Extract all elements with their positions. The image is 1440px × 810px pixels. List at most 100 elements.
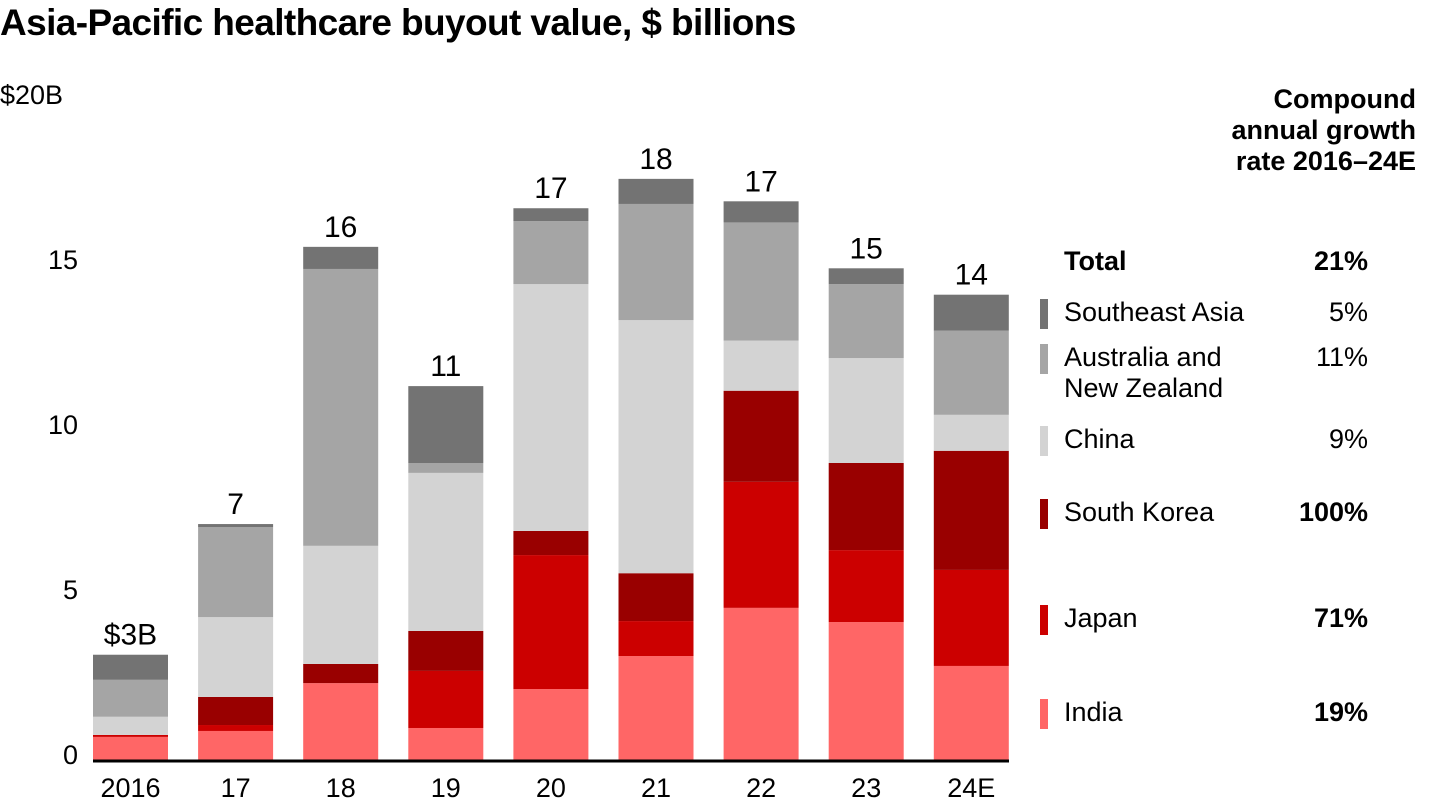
- bar-segment-china: [408, 472, 484, 631]
- bar-segment-india: [723, 607, 799, 760]
- bar-stack: [513, 208, 589, 760]
- bar-segment-japan: [933, 569, 1009, 666]
- bar-segment-southeast-asia: [723, 201, 799, 223]
- bar-segment-australia-and-new-zealand: [513, 221, 589, 285]
- bar-segment-south-korea: [618, 573, 694, 622]
- bar-segment-india: [303, 683, 379, 760]
- legend-swatch: [1040, 299, 1048, 329]
- bar-total-label: 17: [744, 165, 777, 198]
- legend-cagr-value: 71%: [1313, 603, 1368, 633]
- bar-total-label: 14: [955, 259, 988, 292]
- x-tick-label: 22: [746, 773, 776, 803]
- bar-total-label: 11: [430, 350, 461, 383]
- legend-cagr-value: 9%: [1328, 424, 1368, 454]
- y-axis: 0 5 10 15 $20B: [0, 80, 78, 770]
- bar-stack: [723, 201, 799, 760]
- bar-segment-japan: [198, 725, 274, 731]
- bar-segment-india: [93, 736, 168, 760]
- bar-segment-china: [93, 716, 168, 735]
- x-tick-label: 19: [431, 773, 461, 803]
- bar-segment-japan: [513, 555, 589, 690]
- x-tick-label: 2016: [100, 773, 160, 803]
- bar-stack: [933, 294, 1009, 760]
- legend-header: Compound annual growth rate 2016–24E: [1231, 84, 1417, 176]
- legend-swatch: [1040, 499, 1048, 529]
- bar-segment-china: [618, 320, 694, 574]
- bar-segment-south-korea: [723, 390, 799, 482]
- legend-label: Australia and New Zealand: [1064, 342, 1224, 403]
- legend-label: India: [1064, 697, 1123, 727]
- bar-segment-japan: [828, 550, 904, 623]
- bar-segment-india: [933, 665, 1009, 760]
- bar-segment-australia-and-new-zealand: [303, 268, 379, 546]
- legend-total-value: 21%: [1313, 246, 1368, 276]
- bar-segment-china: [198, 617, 274, 697]
- legend-label: South Korea: [1064, 497, 1215, 527]
- bar-segment-china: [933, 414, 1009, 451]
- legend-label: Southeast Asia: [1064, 297, 1245, 327]
- bar-segment-india: [198, 730, 274, 760]
- legend-swatch: [1040, 605, 1048, 635]
- bar-segment-china: [828, 358, 904, 463]
- bar-segment-southeast-asia: [93, 654, 168, 680]
- legend-swatch: [1040, 699, 1048, 729]
- x-tick-label: 23: [851, 773, 881, 803]
- bar-segment-southeast-asia: [303, 246, 379, 269]
- bar-segment-south-korea: [513, 530, 589, 556]
- bar-segment-japan: [93, 734, 168, 737]
- bar-total-label: 18: [639, 143, 672, 176]
- legend-total-label: Total: [1064, 246, 1127, 276]
- bar-total-label: $3B: [104, 619, 157, 652]
- x-tick-label: 18: [326, 773, 356, 803]
- legend-cagr-value: 100%: [1298, 497, 1368, 527]
- bar-segment-china: [723, 340, 799, 391]
- bar-segment-australia-and-new-zealand: [93, 679, 168, 717]
- bar-segment-australia-and-new-zealand: [198, 527, 274, 618]
- y-tick-label: $20B: [0, 80, 63, 110]
- bar-stack: [93, 654, 168, 760]
- bar-segment-japan: [618, 621, 694, 657]
- legend-cagr-value: 5%: [1328, 297, 1368, 327]
- bar-segment-china: [513, 284, 589, 531]
- y-tick-label: 15: [48, 245, 78, 275]
- bar-total-label: 16: [324, 211, 357, 244]
- bar-segment-australia-and-new-zealand: [618, 203, 694, 321]
- bar-segment-southeast-asia: [828, 268, 904, 285]
- bar-segment-india: [618, 656, 694, 760]
- bar-segment-australia-and-new-zealand: [408, 463, 484, 473]
- bar-segment-south-korea: [198, 696, 274, 726]
- bar-segment-india: [828, 622, 904, 760]
- bar-stack: [198, 524, 274, 760]
- legend-swatch: [1040, 344, 1048, 374]
- legend-cagr-value: 11%: [1315, 342, 1368, 372]
- legend-swatch: [1040, 426, 1048, 456]
- legend-label: Japan: [1064, 603, 1138, 633]
- bar-segment-australia-and-new-zealand: [723, 222, 799, 341]
- bar-segment-southeast-asia: [513, 208, 589, 222]
- y-tick-label: 0: [63, 740, 78, 770]
- chart-title: Asia-Pacific healthcare buyout value, $ …: [0, 2, 796, 43]
- bar-segment-australia-and-new-zealand: [933, 330, 1009, 415]
- bar-segment-india: [408, 727, 484, 760]
- bar-total-label: 17: [534, 172, 567, 205]
- bar-segment-china: [303, 545, 379, 664]
- bar-segment-southeast-asia: [618, 178, 694, 204]
- bars: [93, 178, 1009, 760]
- bar-stack: [828, 268, 904, 760]
- bar-segment-india: [513, 689, 589, 760]
- bar-segment-southeast-asia: [933, 294, 1009, 331]
- x-tick-label: 17: [221, 773, 251, 803]
- bar-stack: [618, 178, 694, 760]
- x-tick-label: 24E: [947, 773, 995, 803]
- bar-segment-japan: [723, 481, 799, 608]
- bar-segment-south-korea: [828, 463, 904, 551]
- bar-segment-japan: [408, 670, 484, 728]
- bar-stack: [408, 386, 484, 760]
- bar-segment-south-korea: [303, 663, 379, 684]
- y-tick-label: 10: [48, 410, 78, 440]
- bar-segment-southeast-asia: [408, 386, 484, 463]
- bar-total-label: 15: [850, 232, 883, 265]
- bar-total-label: 7: [227, 488, 244, 521]
- legend-label: China: [1064, 424, 1135, 454]
